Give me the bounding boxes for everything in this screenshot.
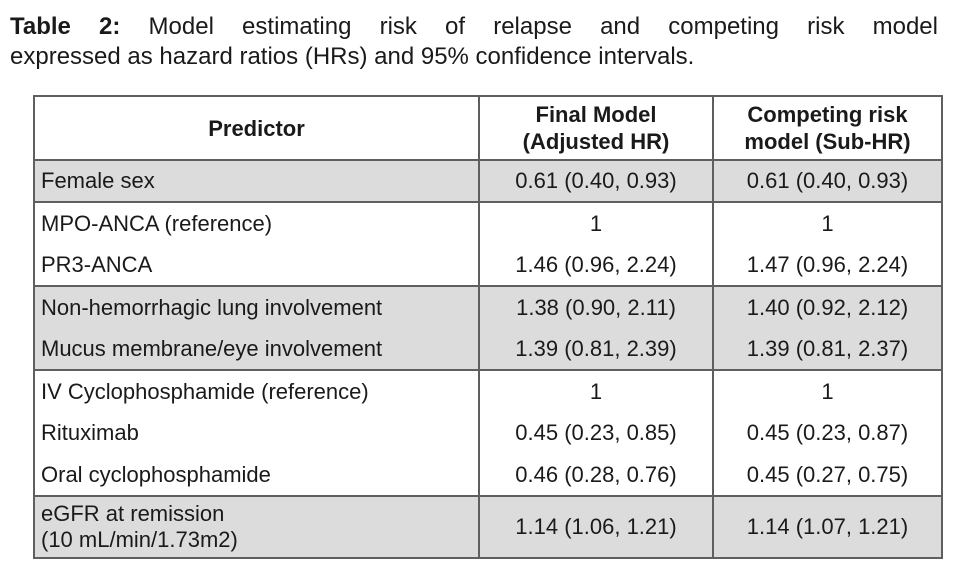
final-model-cell: 0.46 (0.28, 0.76) <box>478 454 713 496</box>
final-model-cell: 1.46 (0.96, 2.24) <box>478 244 713 286</box>
predictor-cell: Female sex <box>34 160 479 202</box>
competing-risk-cell: 0.45 (0.27, 0.75) <box>712 454 942 496</box>
predictor-cell: Rituximab <box>41 420 139 445</box>
caption-text: Model estimating risk of relapse and com… <box>148 13 938 40</box>
hazard-ratio-table: Predictor Final Model (Adjusted HR) Comp… <box>33 95 943 559</box>
final-model-cell: 1.39 (0.81, 2.39) <box>478 328 713 370</box>
table-row-iv-cyclophosphamide: IV Cyclophosphamide (reference) 1 1 <box>34 369 942 412</box>
final-model-cell: 1 <box>478 201 713 244</box>
predictor-cell: MPO-ANCA (reference) <box>34 201 479 244</box>
header-row: Predictor Final Model (Adjusted HR) Comp… <box>34 96 942 160</box>
competing-risk-cell: 1 <box>712 369 942 412</box>
competing-risk-cell: 0.45 (0.23, 0.87) <box>712 412 942 454</box>
table-row-rituximab: Rituximab 0.45 (0.23, 0.85) 0.45 (0.23, … <box>34 412 942 454</box>
competing-risk-cell: 1 <box>712 201 942 244</box>
predictor-cell: IV Cyclophosphamide (reference) <box>34 369 479 412</box>
caption-line-2: expressed as hazard ratios (HRs) and 95%… <box>10 43 695 70</box>
competing-risk-cell: 1.40 (0.92, 2.12) <box>712 285 942 328</box>
table-row-mucus-membrane: Mucus membrane/eye involvement 1.39 (0.8… <box>34 328 942 370</box>
caption-line-1: Table 2: Model estimating risk of relaps… <box>10 12 938 42</box>
col-header-predictor: Predictor <box>34 96 479 160</box>
caption-label: Table 2: <box>10 13 121 40</box>
col-header-final-model: Final Model (Adjusted HR) <box>478 96 713 160</box>
predictor-cell: eGFR at remission (10 mL/min/1.73m2) <box>34 495 479 558</box>
competing-risk-cell: 1.39 (0.81, 2.37) <box>712 328 942 370</box>
table-row-lung-involvement: Non-hemorrhagic lung involvement 1.38 (0… <box>34 285 942 328</box>
predictor-line-2: (10 mL/min/1.73m2) <box>41 527 238 552</box>
final-model-cell: 1 <box>478 369 713 412</box>
final-model-cell: 1.38 (0.90, 2.11) <box>478 285 713 328</box>
competing-risk-cell: 1.47 (0.96, 2.24) <box>712 244 942 286</box>
col-header-competing-risk: Competing risk model (Sub-HR) <box>712 96 942 160</box>
table-row-oral-cyclophosphamide: Oral cyclophosphamide 0.46 (0.28, 0.76) … <box>34 454 942 496</box>
final-model-cell: 0.45 (0.23, 0.85) <box>478 412 713 454</box>
predictor-cell: PR3-ANCA <box>41 251 153 277</box>
predictor-cell: Oral cyclophosphamide <box>41 461 271 487</box>
predictor-line-1: eGFR at remission <box>41 501 225 526</box>
table-caption: Table 2: Model estimating risk of relaps… <box>0 0 948 72</box>
final-model-cell: 1.14 (1.06, 1.21) <box>478 495 713 558</box>
competing-risk-cell: 0.61 (0.40, 0.93) <box>712 160 942 202</box>
table-row-pr3-anca: PR3-ANCA 1.46 (0.96, 2.24) 1.47 (0.96, 2… <box>34 244 942 286</box>
table-row-mpo-anca: MPO-ANCA (reference) 1 1 <box>34 201 942 244</box>
predictor-cell: Non-hemorrhagic lung involvement <box>34 285 479 328</box>
table-row-female-sex: Female sex 0.61 (0.40, 0.93) 0.61 (0.40,… <box>34 160 942 202</box>
table-row-egfr: eGFR at remission (10 mL/min/1.73m2) 1.1… <box>34 495 942 558</box>
final-model-cell: 0.61 (0.40, 0.93) <box>478 160 713 202</box>
competing-risk-cell: 1.14 (1.07, 1.21) <box>712 495 942 558</box>
predictor-cell: Mucus membrane/eye involvement <box>34 328 479 370</box>
